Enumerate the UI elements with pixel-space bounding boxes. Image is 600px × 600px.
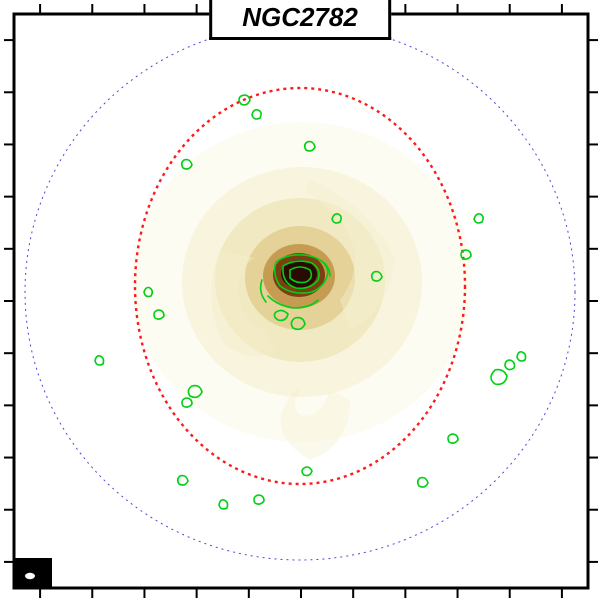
heatmap-layer bbox=[132, 122, 472, 460]
plot-title: NGC2782 bbox=[242, 2, 358, 32]
astronomy-contour-map bbox=[0, 0, 600, 600]
title-box: NGC2782 bbox=[209, 0, 391, 40]
plot-container: NGC2782 bbox=[0, 0, 600, 600]
beam-ellipse bbox=[25, 573, 35, 579]
beam-box bbox=[14, 558, 52, 588]
